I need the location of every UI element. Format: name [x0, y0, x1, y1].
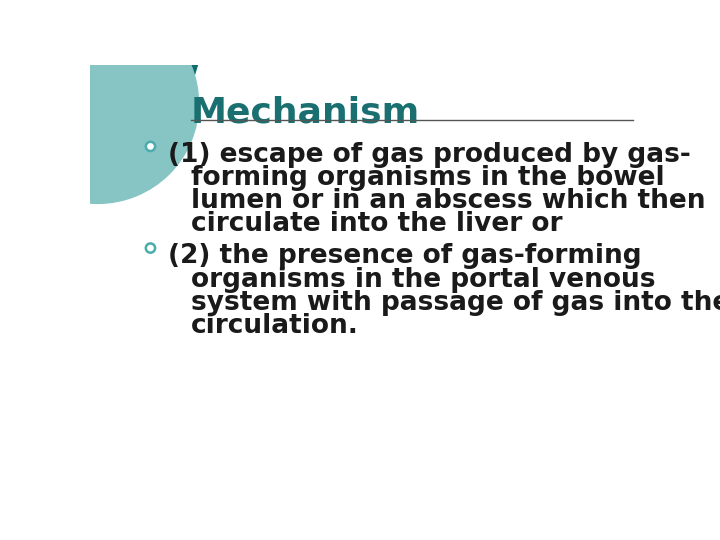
- Text: (1) escape of gas produced by gas-: (1) escape of gas produced by gas-: [168, 142, 690, 168]
- Circle shape: [145, 244, 155, 253]
- Text: organisms in the portal venous: organisms in the portal venous: [191, 267, 655, 293]
- Text: forming organisms in the bowel: forming organisms in the bowel: [191, 165, 665, 191]
- Circle shape: [0, 0, 202, 180]
- Text: system with passage of gas into the: system with passage of gas into the: [191, 289, 720, 316]
- Text: Mechanism: Mechanism: [191, 96, 420, 130]
- Text: (2) the presence of gas-forming: (2) the presence of gas-forming: [168, 244, 641, 269]
- Text: lumen or in an abscess which then: lumen or in an abscess which then: [191, 188, 706, 214]
- Text: circulate into the liver or: circulate into the liver or: [191, 211, 562, 237]
- Text: circulation.: circulation.: [191, 313, 359, 339]
- Circle shape: [145, 142, 155, 151]
- Circle shape: [0, 3, 199, 204]
